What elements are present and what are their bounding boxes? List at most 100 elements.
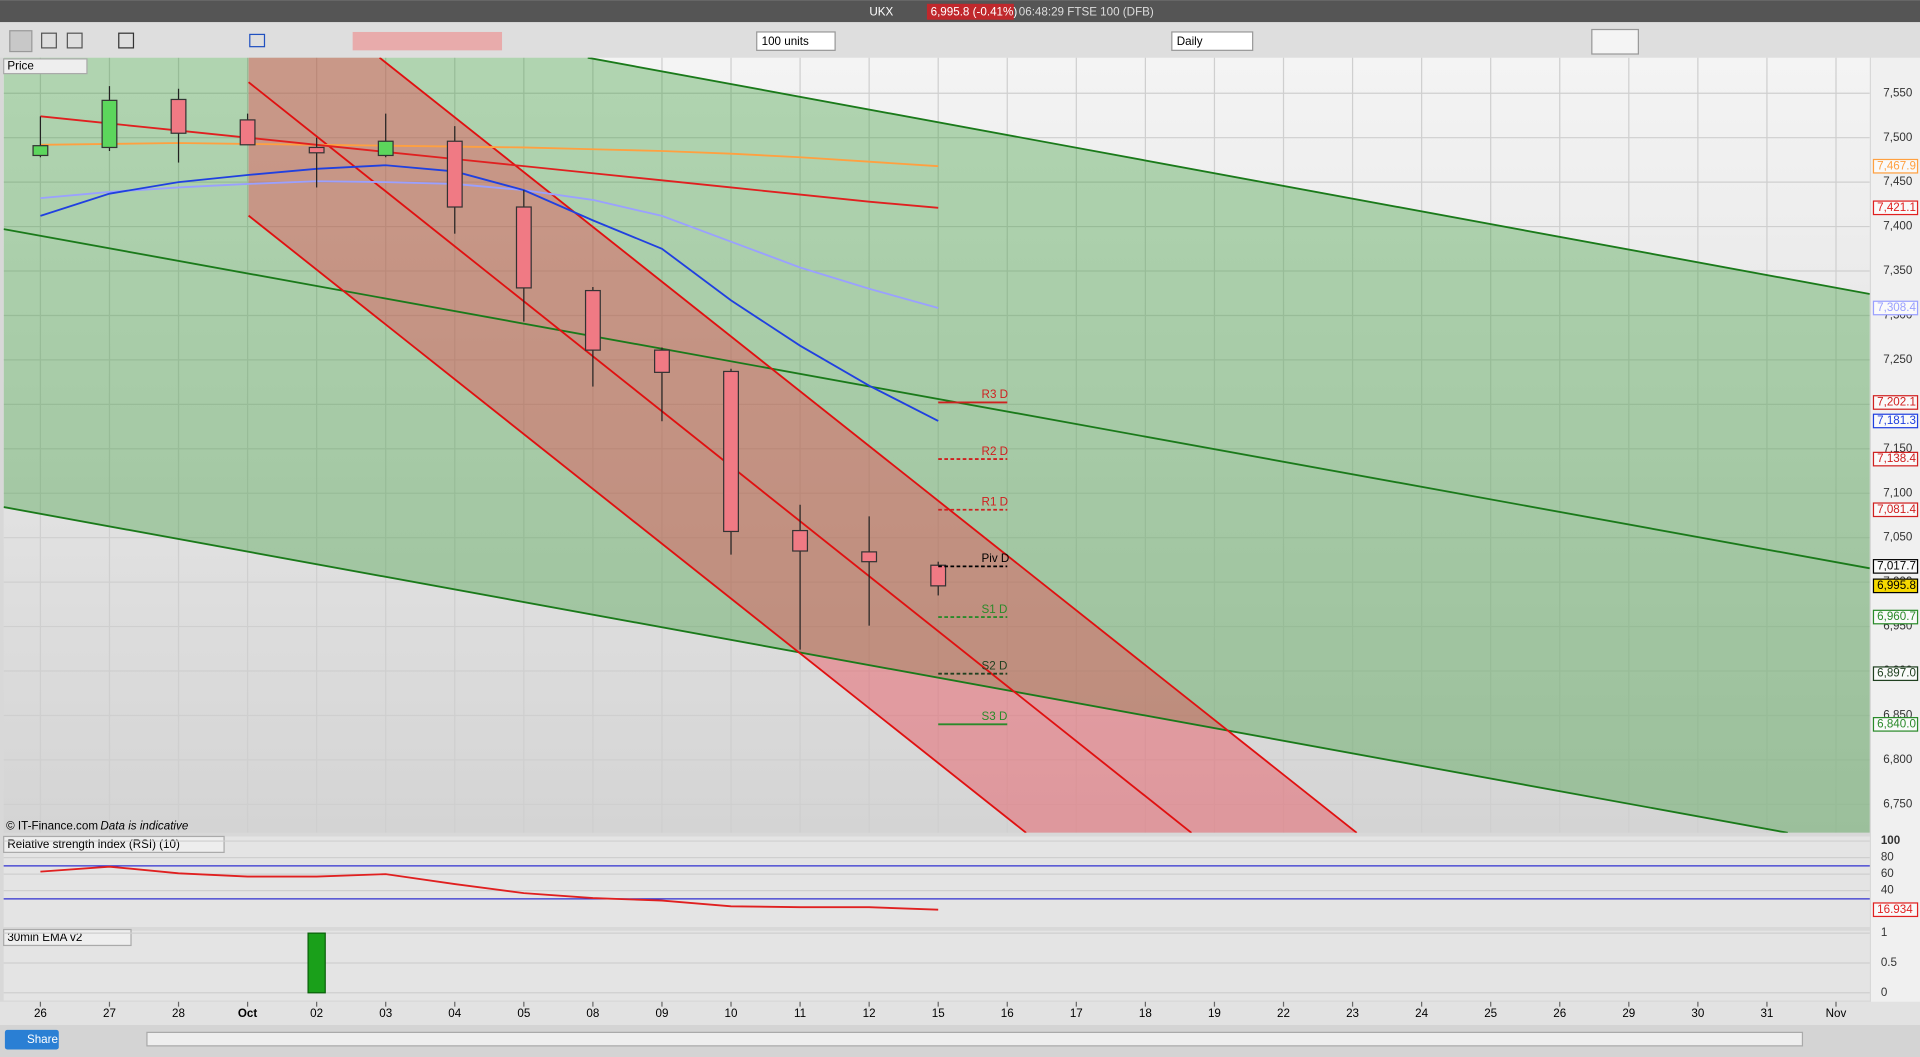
x-tick-label: 27 <box>103 1007 116 1020</box>
axis-tag-label: 7,202.1 <box>1877 396 1916 409</box>
y-tick-label: 7,550 <box>1883 86 1913 99</box>
x-tick-label: 17 <box>1070 1007 1083 1020</box>
period-text: Daily <box>1177 35 1203 48</box>
pivot-name: S3 D <box>982 710 1008 723</box>
price-title: Price <box>7 59 34 72</box>
axis-tag <box>1872 902 1919 918</box>
candle-body <box>308 146 325 154</box>
x-tick-label: 16 <box>1001 1007 1014 1020</box>
scrollbar[interactable] <box>146 1031 1804 1047</box>
axis-tag-label: 6,995.8 <box>1877 579 1916 592</box>
pivot-name: Piv D <box>982 552 1010 565</box>
x-tick-label: 26 <box>1553 1007 1566 1020</box>
share-button[interactable] <box>4 1029 59 1050</box>
y-tick-label: 0.5 <box>1881 956 1897 969</box>
x-tick-label: 15 <box>932 1007 945 1020</box>
tool-icons[interactable] <box>9 28 1639 55</box>
y-tick-label: 7,100 <box>1883 486 1913 499</box>
y-tick-label: 7,450 <box>1883 175 1913 188</box>
share-text: Share <box>27 1033 58 1046</box>
candle-body <box>32 145 49 157</box>
axis-tag-label: 7,181.3 <box>1877 414 1916 427</box>
footnote-note: Data is indicative <box>100 820 188 833</box>
y-tick-label: 80 <box>1881 851 1894 864</box>
pivot-name: R3 D <box>982 388 1009 401</box>
x-tick-label: 12 <box>863 1007 876 1020</box>
candle-body <box>377 140 394 157</box>
color-palette[interactable] <box>352 31 503 51</box>
green-channel <box>3 57 1870 833</box>
units-select[interactable] <box>756 31 836 51</box>
pivot-name: R1 D <box>982 495 1009 508</box>
axis-tag-label: 7,467.9 <box>1877 159 1916 172</box>
ema-panel <box>3 930 1870 1001</box>
period-select[interactable] <box>1171 31 1254 51</box>
x-tick-label: 04 <box>448 1007 461 1020</box>
y-tick-label: 6,800 <box>1883 753 1913 766</box>
rect-tool[interactable] <box>249 33 266 48</box>
zoom-tool[interactable] <box>41 32 57 49</box>
channel-line <box>3 506 1788 833</box>
time-name: 06:48:29 FTSE 100 (DFB) <box>1019 5 1154 18</box>
pointer-tool[interactable] <box>9 30 33 53</box>
channel-line <box>587 57 1870 295</box>
y-tick-label: 7,050 <box>1883 531 1913 544</box>
footnote: © IT-Finance.com <box>6 820 98 833</box>
rsi-panel <box>3 836 1870 928</box>
channel-line <box>379 57 1358 833</box>
candle-body <box>653 349 670 373</box>
price-header <box>3 58 88 75</box>
moving-average <box>40 142 939 168</box>
axis-tag <box>1872 716 1919 732</box>
axis-tag-label: 7,308.4 <box>1877 301 1916 314</box>
channel-line <box>247 81 1193 833</box>
axis-tag <box>1872 609 1919 625</box>
x-tick-label: 26 <box>34 1007 47 1020</box>
y-tick-label: 7,250 <box>1883 353 1913 366</box>
chart-style[interactable] <box>1591 28 1639 55</box>
x-tick-label: 08 <box>586 1007 599 1020</box>
axis-tag <box>1872 158 1919 174</box>
axis-tag-label: 6,960.7 <box>1877 610 1916 623</box>
moving-average <box>40 115 939 209</box>
y-tick-label: 7,400 <box>1883 220 1913 233</box>
text-tool[interactable] <box>118 32 135 49</box>
axis-tag-label: 6,897.0 <box>1877 667 1916 680</box>
symbol: UKX <box>869 5 893 18</box>
price-panel <box>3 57 1870 833</box>
axis-tag <box>1872 502 1919 518</box>
y-tick-label: 7,350 <box>1883 264 1913 277</box>
y-tick-label: 1 <box>1881 926 1887 939</box>
channel-line <box>248 214 1027 833</box>
rsi-title: Relative strength index (RSI) (10) <box>7 838 180 851</box>
ema-title: 30min EMA v2 <box>7 931 82 944</box>
axis-tag <box>1872 578 1919 594</box>
axis-tag <box>1872 666 1919 682</box>
y-tick-label: 40 <box>1881 884 1894 897</box>
x-tick-label: 18 <box>1139 1007 1152 1020</box>
y-tick-label: 7,150 <box>1883 442 1913 455</box>
axis-tag-label: 6,840.0 <box>1877 717 1916 730</box>
x-tick-label: 10 <box>725 1007 738 1020</box>
candle-body <box>930 564 947 587</box>
candle-body <box>446 140 463 208</box>
x-tick-label: 03 <box>379 1007 392 1020</box>
y-tick-label: 6,750 <box>1883 797 1913 810</box>
candle-body <box>861 551 878 563</box>
moving-average <box>40 164 939 422</box>
x-tick-label: 19 <box>1208 1007 1221 1020</box>
axis-tag <box>1872 451 1919 467</box>
units-text: 100 units <box>762 35 809 48</box>
axis-tag-label: 7,421.1 <box>1877 201 1916 214</box>
pivot-name: S2 D <box>982 659 1008 672</box>
date-axis <box>0 1001 1920 1026</box>
x-tick-label: 25 <box>1484 1007 1497 1020</box>
line-tool[interactable] <box>66 32 83 49</box>
axis-tag <box>1872 395 1919 410</box>
moving-average <box>40 180 939 309</box>
candle-body <box>792 529 809 552</box>
rsi-line <box>40 865 939 911</box>
